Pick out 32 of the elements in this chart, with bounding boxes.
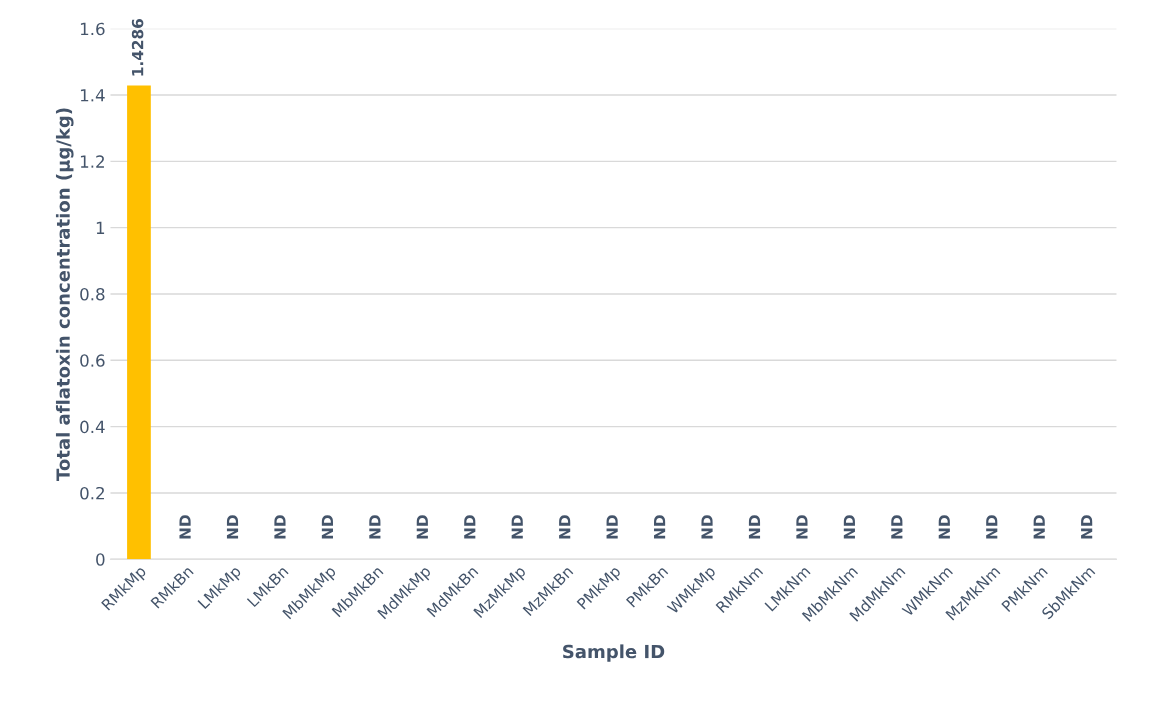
y-tick-label: 0 <box>96 553 105 566</box>
text: ND <box>559 515 571 539</box>
text: ND <box>843 515 855 539</box>
text: ND <box>938 515 950 539</box>
y-tick-label: 1.2 <box>80 155 104 168</box>
y-tick-label: 0.2 <box>80 486 104 500</box>
text: ND <box>891 515 903 539</box>
y-tick-label: 0.8 <box>80 287 105 301</box>
text: ND <box>321 515 333 539</box>
text: ND <box>1033 515 1045 539</box>
text: ND <box>416 515 428 539</box>
text: ND <box>986 515 998 539</box>
text: ND <box>226 515 239 539</box>
text: ND <box>748 515 761 539</box>
y-axis-title: Total aflatoxin concentration (µg/kg) <box>55 108 74 481</box>
text: ND <box>701 515 713 539</box>
y-tick-label: 1 <box>96 221 105 234</box>
text: ND <box>511 515 523 539</box>
text: ND <box>796 515 808 539</box>
text: ND <box>179 515 191 539</box>
y-tick-label: 0.4 <box>80 420 105 434</box>
y-tick-label: 1.6 <box>80 22 105 36</box>
text: ND <box>654 515 666 539</box>
x-axis-title: Sample ID <box>563 644 665 662</box>
text: ND <box>464 515 476 539</box>
text: ND <box>369 515 381 539</box>
text: ND <box>274 515 286 539</box>
text: ND <box>1081 515 1093 539</box>
data-label: 1.4286 <box>131 19 144 76</box>
text: ND <box>606 515 618 539</box>
y-tick-label: 1.4 <box>80 89 105 102</box>
y-tick-label: 0.6 <box>80 354 105 367</box>
